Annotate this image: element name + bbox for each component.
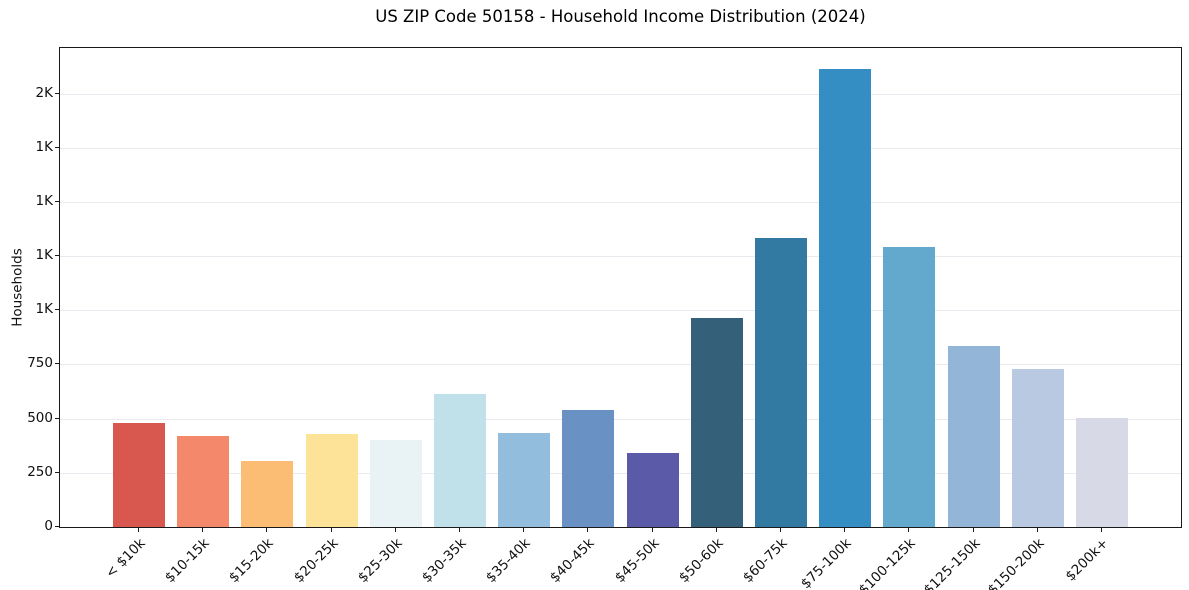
bar [626, 453, 679, 527]
x-tick-mark [138, 528, 140, 532]
x-tick-mark [844, 528, 846, 532]
bar [498, 433, 551, 527]
x-tick-mark [1036, 528, 1038, 532]
gridline [60, 147, 1181, 149]
y-tick-mark [55, 417, 59, 419]
bar [113, 422, 166, 527]
y-tick-mark [55, 146, 59, 148]
bar [1011, 368, 1064, 527]
x-tick-mark [908, 528, 910, 532]
gridline [60, 201, 1181, 203]
y-tick-mark [55, 92, 59, 94]
x-tick-label: < $10k [102, 535, 149, 582]
y-tick-mark [55, 255, 59, 257]
bar [883, 247, 936, 527]
bar [177, 435, 230, 527]
x-tick-mark [972, 528, 974, 532]
y-tick-mark [55, 471, 59, 473]
y-tick-label: 2K [35, 84, 53, 101]
bar [947, 346, 1000, 527]
bar [562, 409, 615, 527]
y-tick-label: 250 [27, 463, 53, 480]
x-tick-mark [394, 528, 396, 532]
bar [241, 461, 294, 527]
bar [434, 393, 487, 527]
y-tick-mark [55, 526, 59, 527]
x-tick-mark [202, 528, 204, 532]
bar [305, 433, 358, 527]
y-tick-label: 750 [27, 355, 53, 372]
gridline [60, 310, 1181, 312]
y-tick-mark [55, 363, 59, 365]
gridline [60, 256, 1181, 258]
x-tick-mark [651, 528, 653, 532]
x-tick-mark [779, 528, 781, 532]
y-tick-label: 1K [35, 138, 53, 155]
y-tick-label: 0 [44, 518, 53, 534]
gridline [60, 418, 1181, 420]
gridline [60, 472, 1181, 474]
x-tick-mark [266, 528, 268, 532]
y-tick-label: 1K [35, 192, 53, 209]
bar [754, 237, 807, 527]
bar [819, 68, 872, 527]
y-tick-label: 1K [35, 301, 53, 318]
y-tick-label: 500 [27, 409, 53, 426]
y-tick-label: 1K [35, 247, 53, 264]
y-tick-mark [55, 309, 59, 311]
y-axis-label: Households [9, 248, 26, 327]
bar [690, 317, 743, 527]
chart-title: US ZIP Code 50158 - Household Income Dis… [375, 7, 866, 26]
bar [369, 439, 422, 527]
bar [1075, 417, 1128, 527]
x-tick-mark [715, 528, 717, 532]
x-tick-mark [1100, 528, 1102, 532]
x-tick-mark [330, 528, 332, 532]
x-tick-mark [523, 528, 525, 532]
x-tick-mark [587, 528, 589, 532]
y-tick-mark [55, 200, 59, 202]
gridline [60, 93, 1181, 95]
plot-area [59, 47, 1182, 528]
gridline [60, 364, 1181, 366]
x-tick-mark [459, 528, 461, 532]
